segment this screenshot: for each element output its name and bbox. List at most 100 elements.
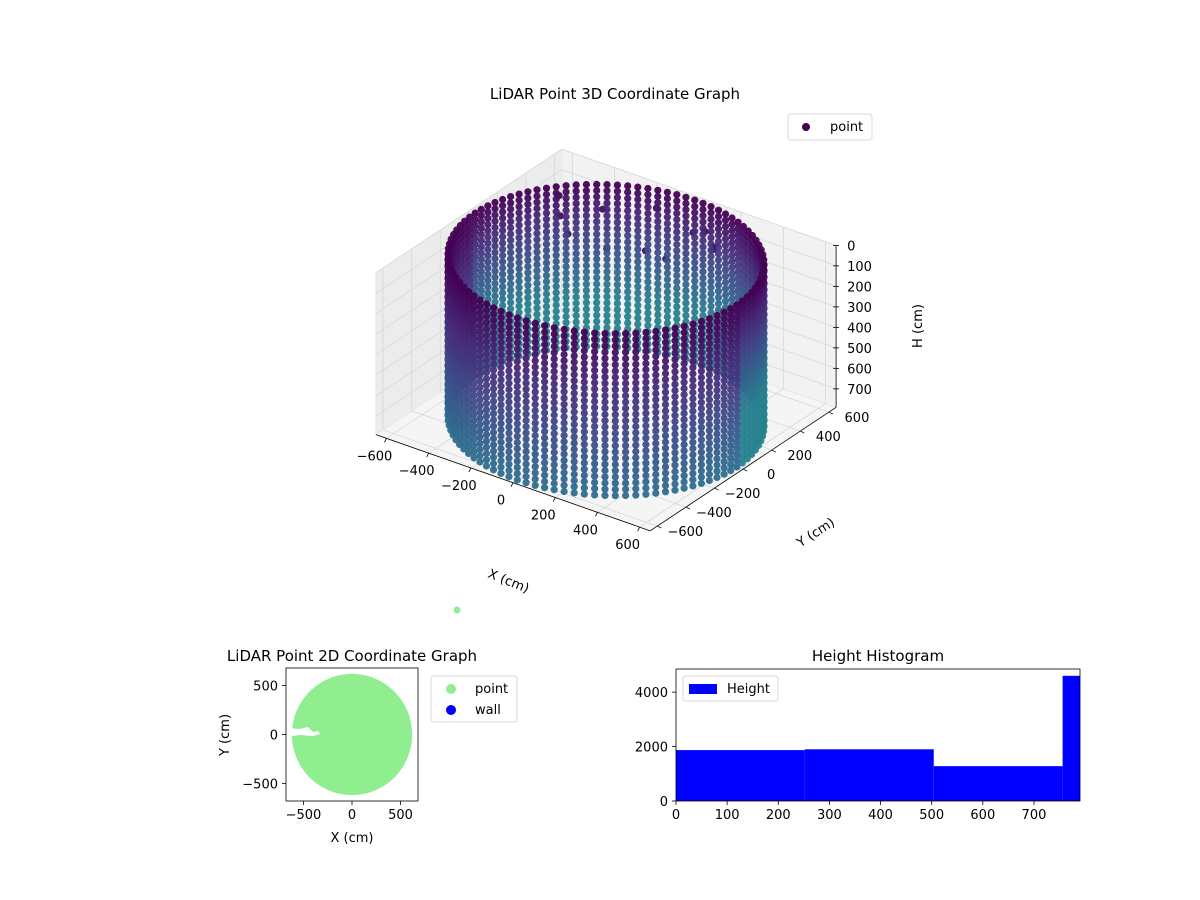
point-marker [743, 293, 751, 301]
point-marker [465, 443, 473, 451]
point-marker [642, 416, 650, 424]
point-marker [593, 324, 601, 332]
point-marker [515, 271, 523, 279]
point-marker [691, 290, 699, 298]
point-marker [720, 370, 728, 379]
x-tick-label: 0 [672, 808, 680, 823]
point-marker [720, 346, 728, 354]
point-marker [705, 464, 714, 472]
point-marker [482, 350, 491, 358]
point-marker [611, 485, 619, 493]
point-marker [482, 400, 491, 408]
point-marker [644, 265, 652, 274]
point-marker [713, 430, 721, 438]
point-marker [714, 244, 723, 252]
point-marker [460, 283, 468, 291]
point-marker [470, 354, 478, 362]
point-marker [533, 304, 541, 312]
x-tick-label: 0 [497, 494, 505, 509]
point-marker [591, 360, 599, 368]
point-marker [582, 268, 591, 276]
point-marker [522, 398, 530, 406]
point-marker [550, 473, 558, 481]
point-marker [572, 293, 580, 301]
point-marker [476, 358, 484, 366]
point-marker [720, 364, 728, 372]
point-marker [644, 284, 652, 292]
point-marker [738, 397, 746, 405]
point-marker [582, 311, 591, 319]
point-marker [572, 312, 580, 320]
point-marker [541, 440, 549, 448]
point-marker [705, 352, 714, 360]
point-marker [513, 382, 521, 390]
point-marker [652, 446, 660, 454]
point-marker [524, 200, 532, 208]
point-marker [705, 433, 714, 441]
point-marker [541, 434, 549, 442]
point-marker [484, 208, 492, 216]
point-marker [531, 463, 539, 471]
point-marker [644, 315, 652, 323]
point-marker [497, 395, 505, 403]
point-marker [661, 469, 670, 477]
point-marker [465, 294, 473, 302]
point-marker [550, 374, 558, 382]
point-marker [560, 431, 568, 439]
point-marker [699, 274, 707, 282]
point-marker [671, 368, 679, 376]
point-marker [713, 411, 721, 419]
point-marker [505, 442, 513, 450]
point-marker [713, 424, 721, 432]
point-marker [697, 392, 706, 400]
point-marker [714, 206, 723, 214]
point-marker [613, 256, 622, 264]
point-marker [689, 401, 697, 409]
point-marker [593, 230, 601, 238]
point-marker [714, 212, 723, 220]
point-marker [632, 410, 640, 418]
point-marker [499, 264, 507, 272]
point-marker [507, 205, 515, 213]
point-marker [582, 199, 591, 207]
point-marker [603, 261, 611, 270]
point-marker [522, 317, 530, 325]
point-marker [497, 326, 505, 334]
point-marker [491, 211, 499, 219]
point-marker [652, 383, 660, 391]
point-marker [661, 332, 670, 340]
point-marker [476, 315, 484, 323]
point-marker [733, 326, 741, 334]
point-marker [738, 428, 746, 436]
point-marker [542, 234, 551, 242]
point-marker [632, 373, 640, 381]
point-marker [733, 338, 741, 346]
point-marker [531, 438, 539, 446]
point-marker [682, 243, 690, 251]
point-marker [682, 274, 690, 282]
point-marker [489, 354, 498, 362]
point-marker [691, 221, 699, 229]
point-marker [738, 328, 746, 336]
y-tick-label: 0 [660, 795, 668, 810]
point-marker [499, 251, 507, 260]
point-marker [697, 373, 706, 382]
point-marker [622, 367, 630, 375]
point-marker [552, 301, 560, 309]
point-marker [671, 399, 679, 407]
point-marker [642, 328, 650, 336]
point-marker [624, 194, 632, 202]
point-marker [613, 287, 622, 295]
point-marker [562, 225, 570, 233]
point-marker [661, 351, 670, 359]
point-marker [613, 193, 622, 202]
point-marker [484, 270, 492, 278]
point-marker [727, 323, 735, 331]
point-marker [611, 348, 619, 356]
point-marker [644, 253, 652, 261]
point-marker [663, 294, 672, 302]
point-marker [497, 363, 505, 372]
point-marker [642, 347, 650, 355]
point-marker [603, 237, 611, 245]
point-marker [738, 384, 746, 392]
